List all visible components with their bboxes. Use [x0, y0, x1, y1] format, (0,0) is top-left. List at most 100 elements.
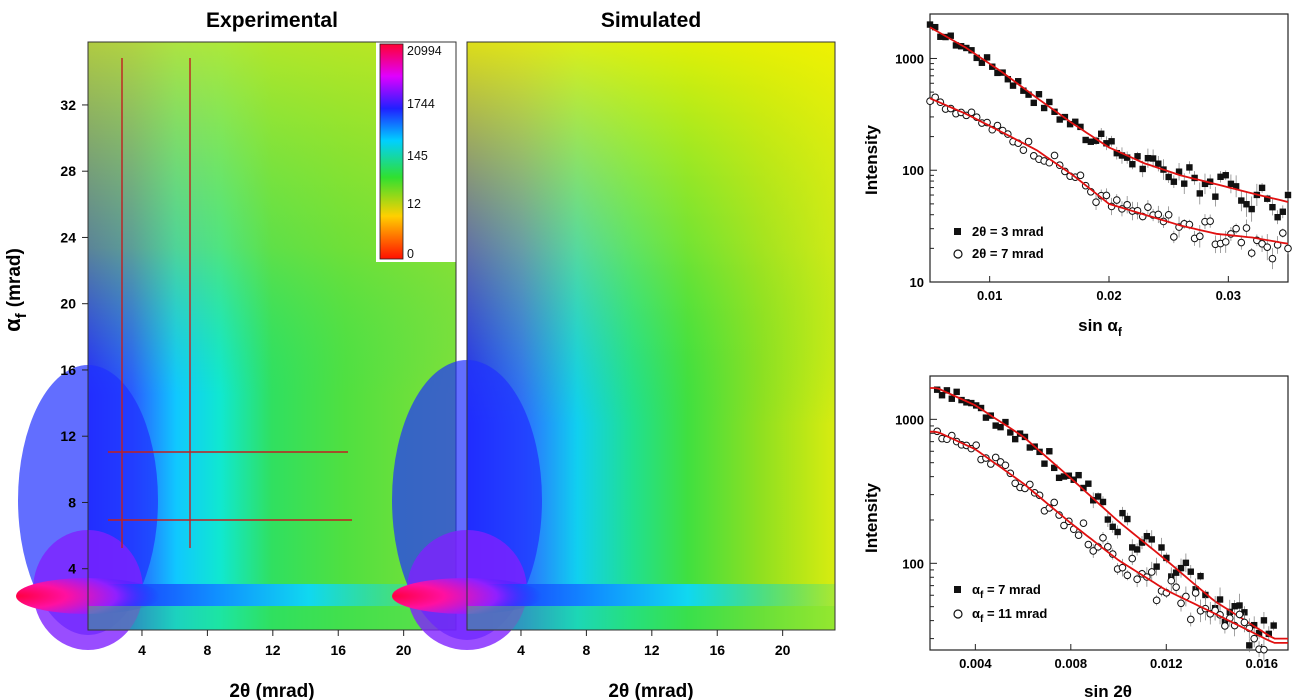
data-point-circle	[1191, 589, 1200, 597]
x-tick-label: 0.012	[1150, 656, 1183, 671]
data-point-square	[1255, 629, 1263, 637]
data-point-square	[1222, 172, 1229, 179]
bottom-legend-2: αf = 11 mrad	[972, 606, 1047, 625]
data-point-square	[1153, 563, 1160, 570]
data-point-square	[1232, 183, 1240, 190]
data-point-circle	[1152, 596, 1161, 605]
bottom-y-axis-label: Intensity	[862, 483, 881, 553]
colorbar-label-min: 0	[407, 247, 414, 261]
x-tick-label: 0.03	[1216, 288, 1241, 303]
fit-curve	[929, 97, 1289, 245]
data-point-square	[1087, 138, 1095, 145]
data-point-square	[1231, 603, 1238, 610]
data-point-square	[1026, 444, 1034, 451]
svg-text:αf(mrad): αf(mrad)	[0, 248, 30, 332]
exp-x-axis-label: 2θ (mrad)	[229, 681, 314, 700]
data-point-square	[1144, 154, 1152, 162]
data-point-square	[1077, 123, 1084, 131]
top-legend-2: 2θ = 7 mrad	[972, 246, 1044, 261]
data-point-circle	[1235, 610, 1244, 619]
y-tick-label: 10	[910, 275, 924, 290]
data-point-square	[1216, 596, 1224, 603]
data-point-square	[1170, 178, 1178, 185]
data-point-square	[1202, 591, 1209, 599]
data-point-square	[1158, 544, 1165, 551]
data-point-circle	[1268, 254, 1277, 263]
data-point-square	[1264, 195, 1271, 202]
data-point-square	[1129, 161, 1136, 168]
data-point-circle	[1260, 645, 1268, 654]
data-point-circle	[1011, 479, 1019, 488]
y-tick-label: 20	[60, 296, 76, 312]
data-point-square	[1002, 418, 1009, 426]
data-point-square	[973, 54, 980, 62]
data-point-square	[1181, 180, 1188, 187]
data-point-circle	[1076, 171, 1085, 180]
data-point-square	[1279, 208, 1287, 215]
data-point-circle	[1118, 563, 1127, 572]
data-point-circle	[1242, 224, 1251, 232]
experimental-title: Experimental	[206, 9, 338, 32]
data-point-circle	[1195, 232, 1204, 241]
x-tick-label: 16	[709, 642, 725, 658]
y-tick-label: 4	[68, 561, 76, 577]
data-point-square	[1134, 153, 1141, 160]
data-point-square	[1212, 193, 1219, 200]
sim-x-axis-label: 2θ (mrad)	[608, 681, 693, 700]
colorbar	[379, 43, 404, 260]
data-point-square	[1108, 138, 1115, 145]
data-point-square	[978, 59, 986, 66]
x-tick-label: 16	[330, 642, 346, 658]
x-tick-label: 0.02	[1096, 288, 1121, 303]
data-point-square	[1007, 429, 1014, 436]
data-point-circle	[1164, 210, 1173, 219]
data-point-square	[997, 423, 1004, 431]
data-point-square	[1182, 559, 1190, 567]
data-point-square	[1260, 617, 1268, 624]
data-point-square	[992, 422, 999, 429]
data-point-square	[1284, 191, 1292, 199]
data-point-square	[1196, 190, 1203, 197]
data-point-square	[1243, 201, 1250, 208]
top-plot: 0.01 0.02 0.03 10 100 1000 Intensity sin αf 2…	[862, 13, 1292, 339]
data-point-square	[1246, 642, 1253, 649]
data-point-circle	[1250, 634, 1258, 643]
data-point-circle	[1258, 240, 1266, 248]
y-tick-label: 24	[60, 229, 76, 245]
data-point-circle	[1167, 576, 1176, 585]
data-point-square	[1269, 203, 1276, 211]
fit-curve	[929, 26, 1289, 203]
data-point-square	[1004, 76, 1012, 83]
data-point-square	[1241, 609, 1248, 616]
data-point-circle	[1240, 618, 1249, 627]
data-point-square	[1066, 120, 1074, 128]
y-tick-label: 8	[68, 494, 76, 510]
data-point-square	[1114, 528, 1121, 536]
data-point-square	[1025, 91, 1032, 98]
x-tick-label: 0.01	[977, 288, 1002, 303]
x-tick-label: 8	[203, 642, 211, 658]
data-point-circle	[1102, 191, 1111, 200]
data-point-square	[982, 414, 990, 421]
colorbar-label-2: 1744	[407, 97, 435, 111]
bottom-legend-1: αf = 7 mrad	[972, 582, 1041, 601]
data-point-square	[1041, 460, 1048, 467]
data-point-circle	[1099, 534, 1107, 542]
x-tick-label: 8	[582, 642, 590, 658]
simulated-heatmap	[392, 41, 836, 650]
data-point-square	[1139, 165, 1146, 173]
data-point-square	[948, 395, 955, 402]
data-point-square	[1165, 173, 1172, 181]
y-tick-label: 1000	[895, 51, 924, 66]
data-point-square	[1118, 152, 1126, 159]
data-point-square	[1172, 569, 1180, 576]
data-point-square	[1149, 155, 1157, 162]
data-point-square	[1175, 168, 1183, 175]
data-point-square	[989, 63, 996, 70]
data-point-square	[1092, 137, 1100, 144]
bottom-plot: 0.004 0.008 0.012 0.016 100 1000 Intensity si…	[862, 375, 1289, 700]
data-point-square	[1138, 539, 1146, 546]
bottom-legend: αf = 7 mrad αf = 11 mrad	[953, 582, 1047, 625]
data-point-square	[1011, 435, 1019, 443]
